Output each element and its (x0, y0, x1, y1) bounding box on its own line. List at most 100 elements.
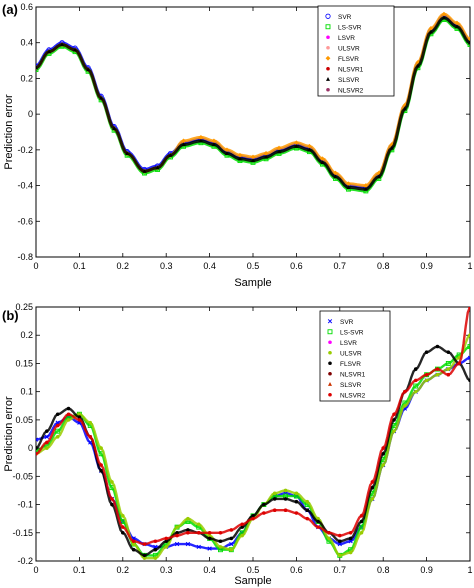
y-tick-label: 0.4 (20, 38, 33, 48)
data-point (468, 378, 470, 383)
legend-marker (328, 350, 332, 355)
legend-marker (328, 340, 332, 345)
data-point (224, 147, 230, 153)
data-point (359, 519, 364, 524)
legend-label: LSVR (338, 35, 355, 42)
data-point (359, 530, 364, 535)
data-point (60, 42, 65, 47)
x-axis-label: Sample (234, 575, 271, 587)
data-point (316, 519, 320, 524)
data-point (413, 378, 418, 383)
data-point (403, 403, 407, 408)
x-tick-label: 0.2 (117, 565, 130, 575)
data-point (435, 372, 440, 377)
legend-label: SVR (340, 319, 354, 326)
data-point (44, 434, 50, 439)
data-point (155, 165, 160, 170)
data-point (196, 530, 201, 535)
data-point (240, 522, 244, 527)
data-point (402, 106, 407, 111)
data-point (333, 170, 338, 176)
legend-label: SLSVR (338, 77, 360, 84)
data-point (218, 545, 223, 549)
data-point (198, 138, 203, 143)
data-point (359, 514, 364, 518)
data-point (424, 372, 429, 377)
data-point (305, 508, 310, 512)
data-point (389, 142, 395, 147)
legend-marker (327, 319, 333, 324)
data-point (468, 333, 470, 338)
data-point (131, 542, 136, 546)
data-point (320, 160, 325, 164)
x-tick-label: 0.4 (203, 565, 216, 575)
x-tick-label: 0.1 (73, 261, 86, 271)
data-point (164, 539, 168, 544)
legend-label: FLSVR (340, 361, 361, 368)
x-tick-label: 0.9 (420, 261, 433, 271)
x-tick-label: 0.9 (420, 565, 433, 575)
data-point (441, 15, 446, 20)
data-point (164, 536, 168, 541)
y-tick-label: 0.1 (20, 387, 33, 397)
x-tick-label: 0.1 (73, 565, 86, 575)
data-point (307, 147, 312, 152)
data-point (338, 539, 342, 544)
y-tick-label: 0.25 (15, 302, 33, 312)
data-point (181, 142, 186, 147)
panel-label: (b) (2, 308, 19, 323)
data-point (198, 134, 204, 140)
data-point (468, 307, 470, 309)
data-point (263, 151, 269, 156)
data-point (229, 541, 234, 547)
data-point (207, 530, 212, 535)
legend-label: NLSVR2 (340, 392, 366, 399)
x-axis-label: Sample (234, 277, 271, 289)
data-point (370, 485, 375, 490)
data-point (250, 154, 256, 160)
data-point (36, 65, 38, 70)
data-point (424, 350, 429, 354)
data-point (237, 152, 243, 158)
data-point (66, 418, 71, 422)
data-point (142, 556, 147, 560)
series-slsvr (36, 15, 470, 191)
data-point (174, 541, 180, 547)
data-point (142, 542, 147, 546)
series-nlsvr2 (36, 307, 470, 546)
data-point (207, 546, 212, 551)
y-tick-label: -0.2 (17, 556, 33, 566)
data-point (389, 145, 394, 150)
legend-label: FLSVR (338, 56, 359, 63)
y-tick-label: 0 (28, 109, 33, 119)
y-tick-label: -0.4 (17, 181, 33, 191)
data-point (392, 418, 396, 422)
legend-marker (327, 329, 333, 335)
data-point (305, 499, 310, 504)
data-point (66, 412, 71, 417)
data-point (370, 497, 375, 501)
data-point (77, 415, 82, 419)
data-point (413, 389, 418, 394)
data-point (454, 24, 459, 29)
data-point (348, 550, 353, 555)
data-point (99, 95, 104, 100)
x-tick-label: 0.5 (247, 565, 260, 575)
y-tick-label: 0.15 (15, 358, 33, 368)
legend-marker (325, 24, 331, 30)
x-tick-label: 0.4 (203, 261, 216, 271)
data-point (131, 547, 136, 552)
data-point (381, 446, 386, 450)
data-point (435, 367, 440, 371)
data-point (468, 40, 470, 45)
legend-marker (328, 382, 332, 386)
data-point (348, 530, 353, 535)
legend-marker (326, 77, 330, 81)
data-point (240, 525, 244, 529)
data-point (196, 544, 201, 550)
y-tick-label: -0.2 (17, 145, 33, 155)
data-point (251, 158, 255, 163)
data-point (88, 440, 93, 445)
data-point (346, 185, 351, 189)
